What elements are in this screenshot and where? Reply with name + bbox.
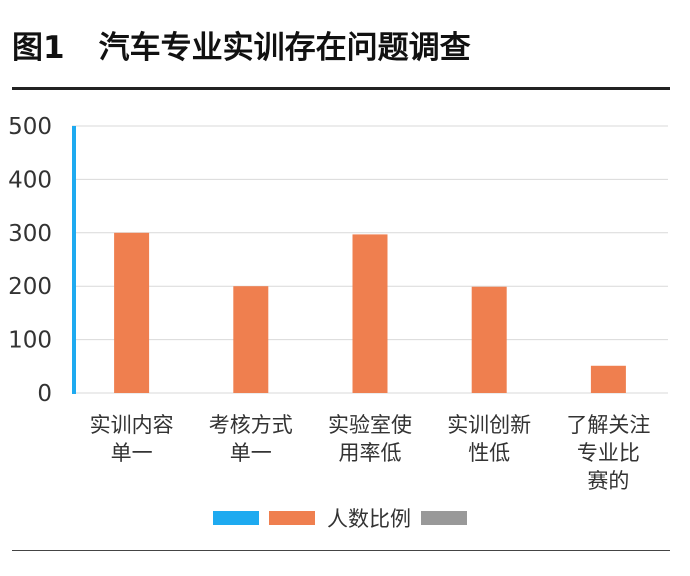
top-rule [12, 87, 670, 90]
x-tick-label: 了解关注 [566, 413, 650, 437]
figure-number: 图1 [12, 30, 65, 66]
x-tick-label: 实训内容 [90, 413, 174, 437]
y-tick-label: 400 [8, 167, 52, 193]
x-tick-label: 专业比 [577, 441, 640, 465]
x-tick-label: 单一 [111, 441, 153, 465]
x-tick-label: 单一 [230, 441, 272, 465]
legend-label: 人数比例 [327, 507, 411, 531]
legend-item-series: 人数比例 [269, 503, 411, 533]
bottom-rule [12, 550, 670, 551]
bar [352, 234, 388, 393]
bar [471, 286, 507, 393]
x-tick-label: 实验室使 [328, 413, 412, 437]
x-tick-label: 考核方式 [209, 413, 293, 437]
bar [233, 286, 269, 393]
x-tick-label: 赛的 [587, 469, 629, 493]
x-tick-label: 性低 [468, 441, 510, 465]
y-tick-label: 200 [8, 274, 52, 300]
y-tick-label: 500 [8, 114, 52, 140]
bar [114, 232, 150, 393]
legend-item-gray [421, 511, 467, 525]
figure-title-text: 汽车专业实训存在问题调查 [98, 30, 471, 66]
y-tick-label: 300 [8, 221, 52, 247]
bar [590, 365, 626, 393]
legend-swatch-blue [213, 511, 259, 525]
x-tick-label: 用率低 [339, 441, 402, 465]
x-tick-label: 实训创新 [447, 413, 531, 437]
legend: 人数比例 [0, 503, 690, 533]
y-tick-label: 0 [37, 381, 52, 407]
legend-swatch-orange [269, 511, 315, 525]
y-tick-label: 100 [8, 328, 52, 354]
figure-title: 图1 汽车专业实训存在问题调查 [12, 22, 471, 66]
legend-item-blue [213, 511, 259, 525]
legend-swatch-gray [421, 511, 467, 525]
